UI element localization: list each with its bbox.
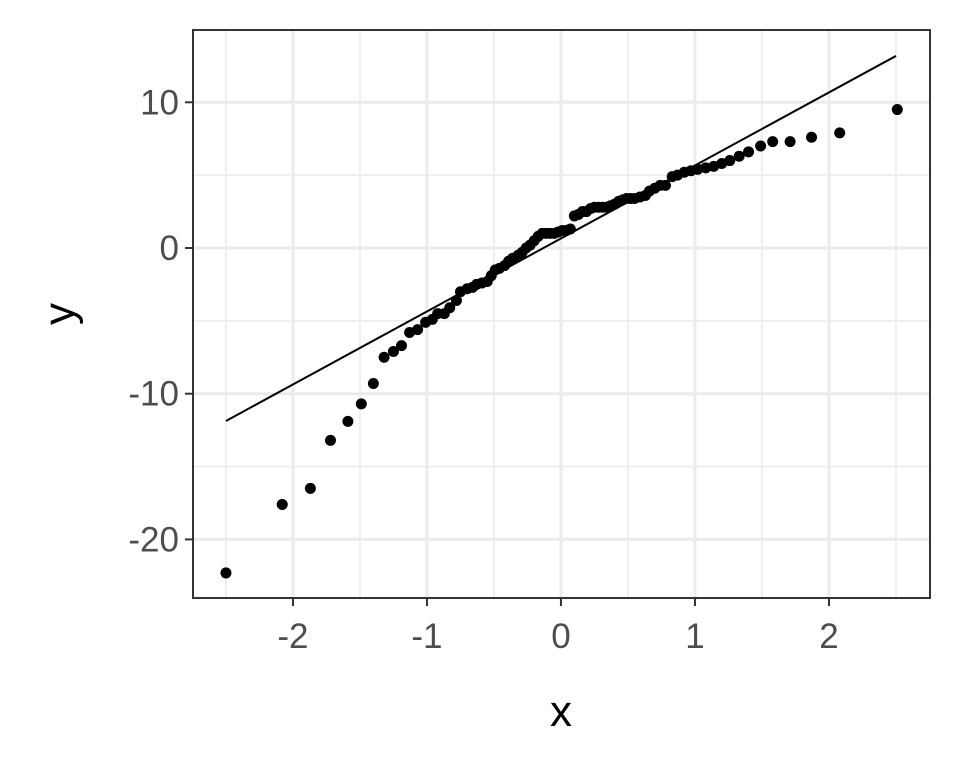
x-tick-label: 0 — [551, 617, 570, 656]
point — [367, 378, 379, 390]
point — [733, 150, 745, 162]
panel-border — [192, 29, 931, 599]
point — [342, 415, 354, 427]
point — [444, 302, 456, 314]
point — [806, 131, 818, 143]
x-tick-label: 1 — [685, 617, 704, 656]
point — [220, 567, 232, 579]
point — [304, 482, 316, 494]
point — [324, 434, 336, 446]
point — [659, 179, 671, 191]
point — [450, 294, 462, 306]
point — [387, 345, 399, 357]
point — [767, 136, 779, 148]
point — [891, 104, 903, 116]
x-tick-label: -1 — [411, 617, 442, 656]
point — [355, 398, 367, 410]
point — [396, 340, 408, 352]
y-tick-label: -10 — [128, 375, 179, 414]
reference-line — [225, 55, 897, 422]
point — [743, 146, 755, 158]
x-axis-label: x — [550, 687, 572, 736]
point — [834, 127, 846, 139]
point — [755, 140, 767, 152]
y-tick-label: 10 — [140, 83, 179, 122]
point — [276, 498, 288, 510]
y-tick-label: -20 — [128, 520, 179, 559]
x-tick-label: -2 — [277, 617, 308, 656]
point — [724, 155, 736, 167]
x-tick-label: 2 — [819, 617, 838, 656]
y-tick-label: 0 — [160, 229, 179, 268]
point — [378, 351, 390, 363]
point — [564, 223, 576, 235]
y-axis-label: y — [35, 303, 84, 325]
point — [784, 136, 796, 148]
point — [412, 324, 424, 336]
